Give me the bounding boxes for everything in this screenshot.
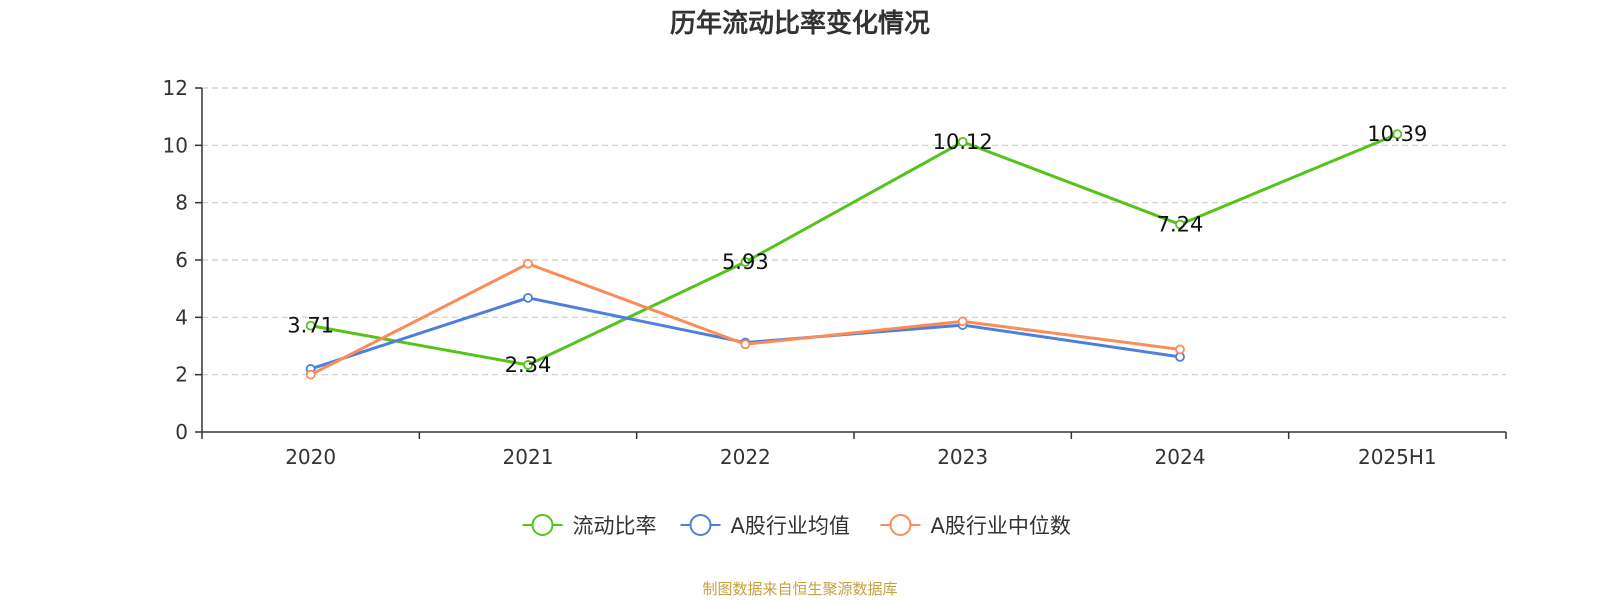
data-label: 3.71 <box>287 314 334 338</box>
data-point[interactable] <box>523 258 533 269</box>
y-tick-label: 2 <box>175 363 188 387</box>
data-label: 7.24 <box>1157 212 1204 236</box>
axes: 0 2 4 6 8 10 12 2020 2021 2022 2023 2024 2025H1 <box>163 76 1507 469</box>
series-2 <box>305 258 1185 380</box>
x-tick-label: 2024 <box>1155 445 1206 469</box>
data-point[interactable] <box>523 360 533 370</box>
x-tick-label: 2020 <box>285 445 336 469</box>
legend-item-1[interactable]: A股行业均值 <box>680 514 850 538</box>
data-point[interactable] <box>740 257 751 267</box>
legend-marker-icon <box>689 514 712 536</box>
data-point[interactable] <box>523 292 533 303</box>
legend-item-0[interactable]: 流动比率 <box>522 514 657 538</box>
legend-label: 流动比率 <box>573 514 657 538</box>
data-point[interactable] <box>740 339 751 350</box>
data-label: 2.34 <box>505 353 552 377</box>
data-label: 10.39 <box>1367 122 1427 146</box>
data-label: 10.12 <box>933 130 993 154</box>
data-point[interactable] <box>1175 344 1185 355</box>
y-tick-label: 8 <box>175 191 188 215</box>
data-label: 5.93 <box>722 250 769 274</box>
data-point[interactable] <box>957 316 968 327</box>
series-0 <box>305 129 1403 370</box>
legend-label: A股行业均值 <box>731 514 850 538</box>
x-tick-label: 2025H1 <box>1358 445 1437 469</box>
data-point[interactable] <box>305 320 316 331</box>
series-line <box>309 262 1181 377</box>
data-point[interactable] <box>1175 219 1185 230</box>
x-tick-label: 2023 <box>937 445 988 469</box>
y-tick-label: 0 <box>175 420 188 444</box>
legend-marker-icon <box>889 514 912 536</box>
source-note: 制图数据来自恒生聚源数据库 <box>702 580 897 598</box>
x-tick-label: 2022 <box>720 445 771 469</box>
legend-item-2[interactable]: A股行业中位数 <box>880 514 1071 538</box>
legend-label: A股行业中位数 <box>931 514 1071 538</box>
series-line <box>310 132 1398 367</box>
data-point[interactable] <box>305 369 316 380</box>
y-tick-label: 12 <box>163 76 188 100</box>
y-tick-label: 6 <box>175 248 188 272</box>
data-labels: 3.71 2.34 5.93 10.12 7.24 10.39 <box>287 122 1427 377</box>
chart-title: 历年流动比率变化情况 <box>670 8 930 39</box>
data-point[interactable] <box>957 136 968 147</box>
data-point[interactable] <box>1392 129 1403 140</box>
legend-marker-icon <box>531 514 554 536</box>
y-tick-label: 10 <box>163 133 188 157</box>
x-tick-label: 2021 <box>503 445 554 469</box>
y-tick-label: 4 <box>175 305 188 329</box>
legend[interactable]: 流动比率 A股行业均值 A股行业中位数 <box>522 514 1071 538</box>
series-group <box>305 129 1403 380</box>
